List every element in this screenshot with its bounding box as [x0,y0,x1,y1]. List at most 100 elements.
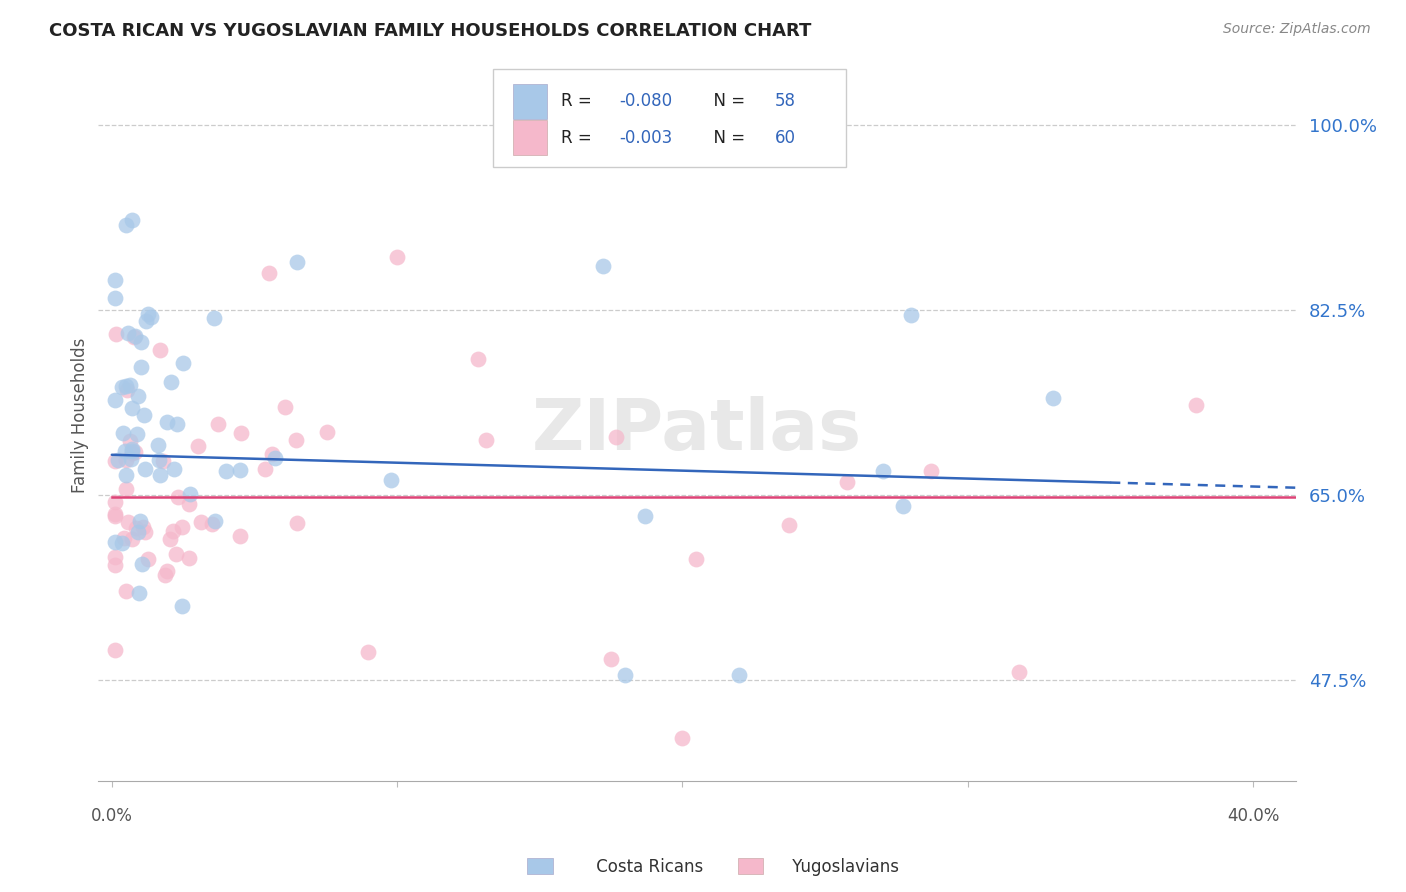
Point [121,442,143,456]
Point [131,334,153,349]
Text: N =: N = [703,128,749,146]
Point [132,519,155,533]
Point [104,550,127,565]
Point [475,433,498,447]
Point [260,447,283,461]
Point [111,380,134,394]
Point [115,584,138,599]
Point [124,329,146,343]
Point [121,445,143,459]
Text: R =: R = [561,92,598,110]
Point [162,524,184,539]
Point [121,532,143,546]
Point [316,425,339,439]
Point [115,467,138,482]
Point [104,273,127,287]
Point [152,454,174,468]
Point [204,311,226,326]
Point [920,464,942,478]
Point [115,453,138,467]
Point [614,668,637,682]
Point [778,518,800,533]
Point [592,259,614,273]
Point [149,467,172,482]
Point [148,453,170,467]
Point [900,308,922,322]
Text: Yugoslavians: Yugoslavians [787,858,900,876]
Point [190,516,212,530]
Point [121,213,143,227]
Y-axis label: Family Households: Family Households [72,338,89,493]
Point [172,356,194,370]
Bar [513,84,547,119]
Text: R =: R = [561,128,598,146]
Point [229,528,252,542]
Text: 40.0%: 40.0% [1227,807,1279,825]
Point [114,443,136,458]
Point [285,516,308,530]
Point [115,218,138,232]
Point [117,326,139,340]
Point [229,463,252,477]
Bar [738,858,763,874]
Point [120,378,142,392]
Point [728,668,751,682]
Point [149,343,172,358]
Point [201,516,224,531]
Point [1185,398,1208,412]
Point [605,430,627,444]
Point [128,586,150,600]
Point [166,417,188,431]
Point [207,417,229,431]
Point [835,475,858,489]
Point [253,462,276,476]
Point [107,453,129,467]
Point [136,307,159,321]
Point [385,250,408,264]
Point [104,508,127,523]
Point [135,314,157,328]
Point [177,497,200,511]
Point [172,520,194,534]
Point [467,351,489,366]
Point [600,652,623,666]
Point [634,508,657,523]
Point [160,375,183,389]
Point [153,568,176,582]
Point [285,255,308,269]
Point [187,440,209,454]
Point [134,462,156,476]
Point [1008,665,1031,680]
Point [179,487,201,501]
Point [104,642,127,657]
Point [891,500,914,514]
Point [204,514,226,528]
Point [114,531,136,545]
Point [872,464,894,478]
Text: N =: N = [703,92,749,110]
Point [380,473,402,487]
Text: 60: 60 [775,128,796,146]
Point [264,451,287,466]
Text: ZIPatlas: ZIPatlas [531,396,862,465]
Point [104,327,127,342]
Text: 0.0%: 0.0% [91,807,132,825]
Point [134,524,156,539]
Point [685,552,707,566]
Point [1042,391,1064,405]
Point [104,535,127,549]
Point [129,360,152,375]
Point [128,514,150,528]
Point [125,521,148,535]
Text: COSTA RICAN VS YUGOSLAVIAN FAMILY HOUSEHOLDS CORRELATION CHART: COSTA RICAN VS YUGOSLAVIAN FAMILY HOUSEH… [49,22,811,40]
Text: Costa Ricans: Costa Ricans [591,858,703,876]
Point [125,427,148,442]
Point [138,551,160,566]
Bar [513,120,547,155]
Point [131,558,153,572]
Point [257,266,280,280]
Point [120,452,142,467]
Text: -0.003: -0.003 [619,128,672,146]
Bar [527,858,553,874]
Point [215,464,238,478]
